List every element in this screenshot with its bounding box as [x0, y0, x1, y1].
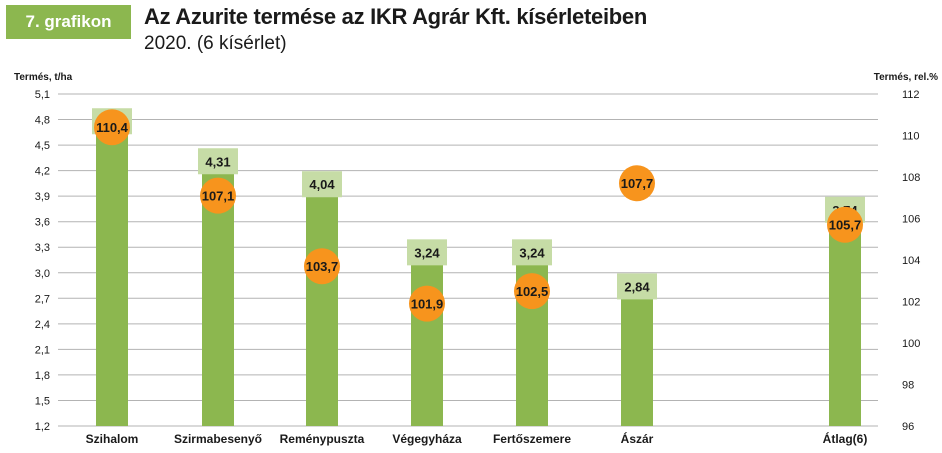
yield-label-box [512, 239, 552, 266]
y2-tick-label: 110 [902, 131, 920, 143]
relative-yield-label: 105,7 [829, 218, 862, 233]
y2-tick-label: 98 [902, 380, 914, 392]
y-axis-ticks: 5,1 4,8 4,5 4,2 3,9 3,6 3,3 3,0 2,7 2,4 2,1 1,8 1,5 1… [35, 89, 50, 433]
y-tick-label: 1,5 [35, 395, 50, 407]
yield-label-box [198, 148, 238, 175]
category-label: Ászár [621, 431, 654, 446]
y-axis-title: Termés, t/ha [14, 72, 73, 83]
relative-yield-marker [94, 109, 130, 146]
y2-tick-label: 104 [902, 255, 920, 267]
yield-label-box [617, 273, 657, 300]
y-tick-label: 2,7 [35, 293, 50, 305]
relative-yield-marker [827, 206, 863, 243]
relative-yield-label: 110,4 [96, 120, 129, 135]
yield-label-box [302, 171, 342, 198]
category-label: Végegyháza [392, 432, 462, 446]
category-label: Szihalom [86, 432, 139, 446]
yield-bar [621, 286, 653, 426]
y-tick-label: 4,5 [35, 140, 50, 152]
yield-bar [411, 252, 443, 426]
relative-yield-marker [619, 165, 655, 202]
chart-title: Az Azurite termése az IKR Agrár Kft. kís… [144, 4, 647, 29]
bars: 4,78110,44,31107,14,04103,73,24101,93,24… [92, 108, 865, 426]
chart-subtitle: 2020. (6 kísérlet) [144, 33, 287, 54]
y2-tick-label: 108 [902, 172, 920, 184]
y-tick-label: 4,8 [35, 115, 50, 127]
yield-value-label: 2,84 [624, 279, 650, 294]
y-tick-label: 3,3 [35, 242, 50, 254]
chart-number-badge: 7. grafikon [6, 5, 131, 39]
y-tick-label: 2,1 [35, 344, 50, 356]
y-tick-label: 4,2 [35, 166, 50, 178]
yield-label-box [407, 239, 447, 266]
relative-yield-marker [200, 177, 236, 214]
relative-yield-label: 103,7 [306, 259, 339, 274]
relative-yield-marker [409, 285, 445, 322]
relative-yield-label: 101,9 [411, 297, 444, 312]
relative-yield-label: 107,1 [202, 189, 235, 204]
yield-value-label: 3,24 [519, 245, 545, 260]
category-labels: Szihalom Szirmabesenyő Reménypuszta Végegyh… [86, 431, 868, 446]
y2-axis-ticks: 112 110 108 106 104 102 100 98 96 [902, 89, 920, 433]
y2-tick-label: 100 [902, 338, 920, 350]
yield-value-label: 4,31 [205, 154, 230, 169]
relative-yield-label: 107,7 [621, 176, 654, 191]
category-label: Reménypuszta [280, 432, 365, 446]
y-tick-label: 5,1 [35, 89, 50, 101]
category-label: Szirmabesenyő [174, 432, 262, 446]
y-tick-label: 3,6 [35, 217, 50, 229]
category-label: Átlag(6) [823, 431, 868, 446]
yield-value-label: 3,24 [414, 245, 440, 260]
y2-tick-label: 96 [902, 421, 914, 433]
relative-yield-label: 102,5 [516, 284, 549, 299]
yield-bar [829, 209, 861, 426]
y2-tick-label: 102 [902, 297, 920, 309]
relative-yield-marker [304, 248, 340, 285]
yield-bar [96, 121, 128, 426]
y2-axis-title: Termés, rel.% [874, 72, 938, 83]
y-tick-label: 1,2 [35, 421, 50, 433]
gridlines [58, 93, 878, 427]
y-tick-label: 3,9 [35, 191, 50, 203]
y-tick-label: 1,8 [35, 370, 50, 382]
y-tick-label: 3,0 [35, 268, 50, 280]
y2-tick-label: 106 [902, 214, 920, 226]
y2-tick-label: 112 [902, 89, 920, 101]
category-label: Fertőszemere [493, 432, 571, 446]
yield-bar [306, 184, 338, 426]
yield-value-label: 4,04 [309, 177, 335, 192]
relative-yield-marker [514, 273, 550, 310]
y-tick-label: 2,4 [35, 319, 50, 331]
